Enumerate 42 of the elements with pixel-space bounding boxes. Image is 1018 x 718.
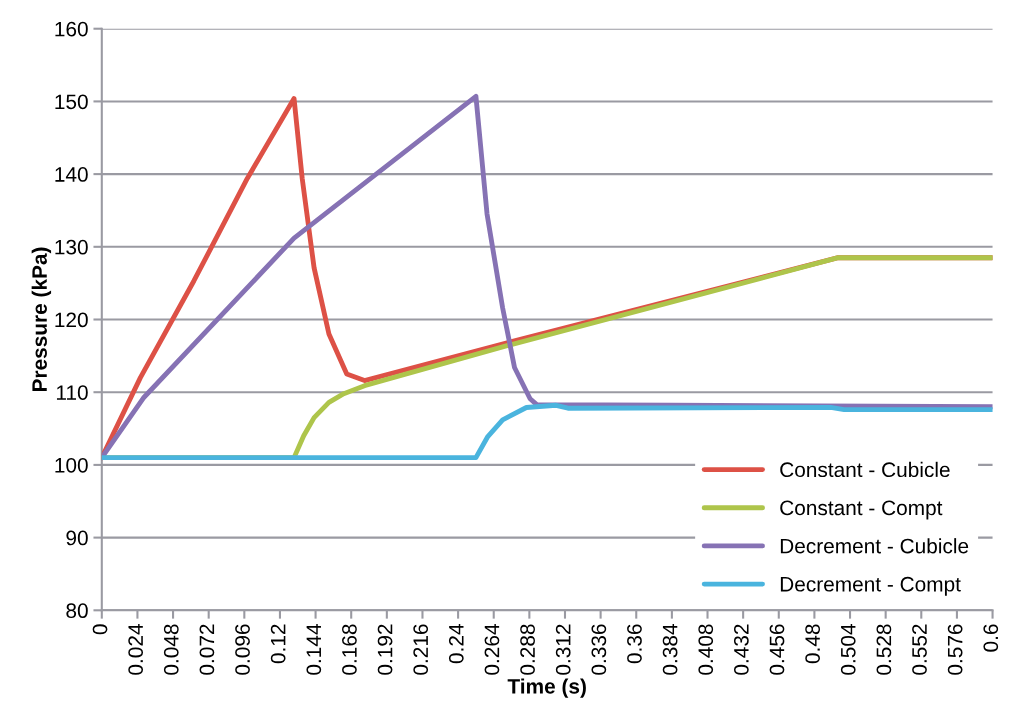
x-tick-label: 0.168 bbox=[342, 624, 357, 675]
x-tick-label: 0.192 bbox=[377, 624, 393, 675]
x-tick-label: 0.24 bbox=[448, 624, 464, 664]
x-tick-label: 0 bbox=[92, 624, 108, 635]
x-tick-label: 0.096 bbox=[235, 624, 250, 675]
legend-label: Constant - Compt bbox=[780, 500, 943, 520]
x-tick-label: 0.456 bbox=[769, 624, 785, 675]
y-tick-label: 120 bbox=[55, 312, 88, 328]
y-tick-label: 100 bbox=[55, 457, 88, 473]
y-tick-label: 160 bbox=[55, 21, 88, 37]
x-axis-title: Time (s) bbox=[507, 678, 586, 698]
x-tick-label: 0.144 bbox=[306, 624, 322, 675]
legend-label: Constant - Cubicle bbox=[780, 461, 950, 478]
x-tick-label: 0.528 bbox=[876, 624, 892, 675]
x-tick-label: 0.432 bbox=[733, 624, 749, 675]
x-tick-label: 0.552 bbox=[912, 624, 927, 675]
y-tick-label: 150 bbox=[55, 94, 88, 110]
x-tick-label: 0.576 bbox=[947, 624, 963, 675]
legend-label: Decrement - Compt bbox=[780, 576, 961, 596]
x-tick-label: 0.024 bbox=[128, 624, 144, 675]
x-tick-label: 0.288 bbox=[520, 624, 535, 675]
x-tick-label: 0.48 bbox=[805, 624, 820, 664]
x-tick-label: 0.336 bbox=[591, 624, 607, 675]
y-tick-label: 130 bbox=[55, 239, 88, 255]
x-tick-label: 0.6 bbox=[983, 624, 999, 652]
y-axis-title: Pressure (kPa) bbox=[31, 247, 52, 392]
x-tick-label: 0.504 bbox=[840, 624, 856, 675]
x-tick-label: 0.12 bbox=[270, 624, 286, 664]
line-series bbox=[101, 402, 993, 461]
legend-label: Decrement - Cubicle bbox=[780, 538, 969, 554]
x-tick-label: 0.36 bbox=[627, 624, 642, 664]
x-tick-label: 0.408 bbox=[698, 624, 714, 675]
x-tick-label: 0.216 bbox=[413, 624, 429, 675]
x-tick-label: 0.048 bbox=[163, 624, 179, 675]
x-tick-label: 0.312 bbox=[555, 624, 571, 675]
x-tick-label: 0.264 bbox=[484, 624, 500, 675]
y-tick-label: 80 bbox=[66, 603, 88, 619]
y-tick-label: 90 bbox=[66, 530, 88, 546]
x-tick-label: 0.384 bbox=[662, 624, 678, 675]
y-tick-label: 110 bbox=[56, 385, 88, 400]
y-tick-label: 140 bbox=[55, 167, 88, 182]
x-tick-label: 0.072 bbox=[199, 624, 215, 675]
